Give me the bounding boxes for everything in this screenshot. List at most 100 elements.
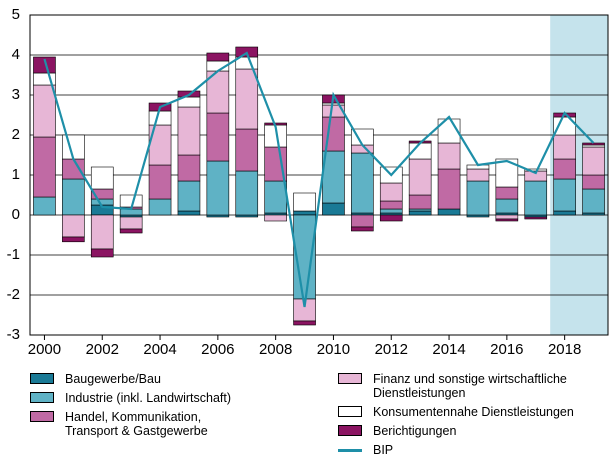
legend-item: Berichtigungen (338, 424, 603, 438)
bar-segment (177, 210, 201, 216)
bar-segment (379, 200, 403, 210)
bar-segment (206, 52, 230, 62)
legend-label: Berichtigungen (373, 424, 457, 438)
bar-segment (437, 142, 461, 170)
bar-segment (148, 110, 172, 126)
bar-segment (119, 214, 143, 218)
y-tick-label: 0 (12, 206, 20, 223)
bar-segment (466, 180, 490, 216)
bar-segment (264, 212, 287, 216)
y-tick-label: -2 (7, 286, 20, 303)
legend-item: Industrie (inkl. Landwirtschaft) (30, 391, 265, 405)
legend-label: Handel, Kommunikation, Transport & Gastg… (65, 410, 208, 438)
bar-segment (408, 208, 432, 212)
bar-segment (553, 158, 576, 180)
legend: Baugewerbe/Bau Industrie (inkl. Landwirts… (0, 372, 609, 463)
bar-segment (293, 192, 316, 212)
legend-column: Baugewerbe/Bau Industrie (inkl. Landwirts… (30, 372, 265, 443)
x-tick-label: 2000 (28, 341, 61, 358)
legend-swatch (338, 406, 362, 417)
bar-segment (408, 194, 432, 210)
x-tick-label: 2018 (548, 341, 581, 358)
bar-segment (206, 160, 230, 216)
x-tick-label: 2014 (432, 341, 465, 358)
legend-item: Konsumentennahe Dienstleistungen (338, 405, 603, 419)
bar-segment (90, 248, 114, 258)
chart: -3 -2 -1 0 1 2 3 4 5 2000 2002 2004 2006 2008 2010 2012… (7, 6, 609, 358)
bar-segment (322, 202, 345, 216)
legend-swatch (30, 392, 54, 403)
bar-segment (33, 136, 56, 198)
y-tick-label: -1 (7, 246, 20, 263)
bar-segment (351, 214, 374, 228)
bar-segment (177, 180, 201, 212)
bar-segment (235, 170, 259, 216)
legend-label: Baugewerbe/Bau (65, 372, 161, 386)
bar-segment (33, 84, 56, 138)
bar-segment (62, 158, 85, 180)
bar-segment (524, 214, 548, 218)
plot-frame (29, 14, 609, 336)
bar-segment (90, 166, 114, 190)
legend-swatch (338, 425, 362, 436)
legend-swatch (338, 373, 362, 384)
y-tick-label: 1 (12, 166, 20, 183)
bar-segment (62, 178, 85, 216)
bar-segment (119, 216, 143, 230)
bar-segment (582, 146, 605, 176)
y-tick-label: -3 (7, 326, 20, 343)
bar-segment (322, 102, 345, 106)
bar-segment (553, 178, 576, 212)
bar-segment (62, 236, 85, 243)
bar-segment (524, 216, 548, 220)
bar-segment (177, 106, 201, 156)
bar-segment (293, 210, 316, 216)
legend-swatch (30, 373, 54, 384)
bar-segment (495, 212, 519, 216)
legend-column: Finanz und sonstige wirtschaftliche Dien… (338, 372, 603, 462)
x-tick-label: 2010 (317, 341, 350, 358)
bar-segment (90, 198, 114, 206)
bar-segment (33, 56, 56, 74)
bar-segment (437, 168, 461, 210)
bar-segment (33, 196, 56, 216)
legend-label: Konsumentennahe Dienstleistungen (373, 405, 574, 419)
bar-segment (235, 128, 259, 172)
bar-segment (582, 212, 605, 216)
bar-segment (206, 214, 230, 218)
x-tick-label: 2008 (259, 341, 292, 358)
bar-segment (437, 208, 461, 216)
legend-label: BIP (373, 443, 394, 457)
bar-segment (351, 212, 374, 216)
bar-segment (495, 214, 519, 220)
legend-item: BIP (338, 443, 603, 457)
bar-segment (148, 198, 172, 216)
bar-segment (379, 212, 403, 216)
legend-item: Baugewerbe/Bau (30, 372, 265, 386)
y-tick-label: 2 (12, 126, 20, 143)
bar-segment (235, 68, 259, 130)
bar-segment (293, 320, 316, 326)
bar-segment (582, 174, 605, 190)
bar-segment (495, 218, 519, 222)
y-tick-label: 4 (12, 46, 20, 63)
line-series (43, 51, 595, 308)
bar-segment (119, 228, 143, 234)
bar-segment (206, 112, 230, 162)
bar-segment (495, 158, 519, 188)
bar-segment (582, 188, 605, 214)
bar-segment (553, 210, 576, 216)
bar-segment (351, 152, 374, 214)
bar-segment (582, 142, 605, 146)
legend-swatch (30, 411, 54, 422)
legend-item: Handel, Kommunikation, Transport & Gastg… (30, 410, 265, 438)
x-tick-label: 2002 (86, 341, 119, 358)
bar-segment (553, 134, 576, 160)
bar-segment (466, 168, 490, 182)
bar-segment (379, 214, 403, 222)
bar-segment (264, 180, 287, 214)
legend-swatch (338, 449, 362, 452)
bar-segment (264, 214, 287, 222)
legend-item: Finanz und sonstige wirtschaftliche Dien… (338, 372, 603, 400)
